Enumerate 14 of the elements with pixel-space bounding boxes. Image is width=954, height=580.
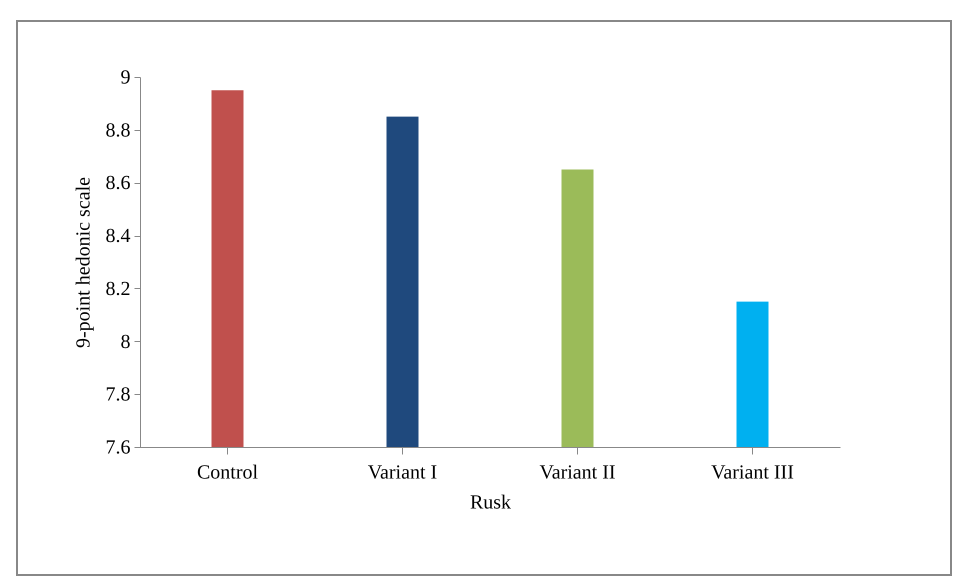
y-tick-label: 8.6	[106, 172, 130, 194]
x-axis-title: Rusk	[470, 492, 512, 514]
y-tick-label: 7.8	[106, 384, 130, 406]
y-tick-label: 8	[120, 330, 130, 353]
y-tick-label: 8.2	[106, 278, 130, 300]
y-tick-label: 8.4	[106, 225, 130, 248]
x-tick-label: Variant II	[539, 462, 616, 484]
y-axis-title: 9-point hedonic scale	[72, 176, 94, 348]
y-tick-label: 7.6	[106, 436, 130, 458]
x-tick-label: Variant III	[711, 462, 794, 484]
x-tick-label: Variant I	[368, 462, 438, 484]
y-tick-label: 9	[120, 66, 130, 88]
x-tick-label: Control	[196, 462, 258, 484]
y-tick-label: 8.8	[106, 119, 130, 142]
